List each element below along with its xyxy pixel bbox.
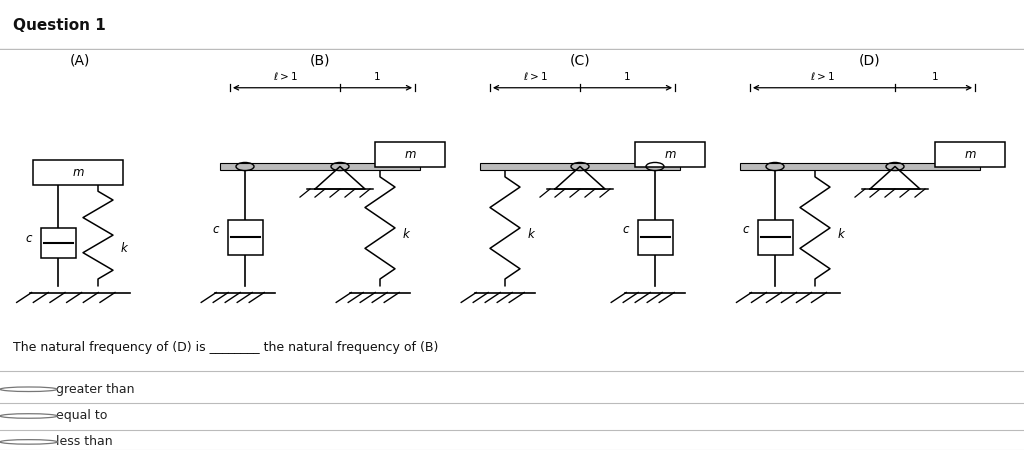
- Text: (B): (B): [309, 54, 331, 68]
- Bar: [33, 160, 123, 184]
- Text: $m$: $m$: [403, 148, 417, 161]
- Polygon shape: [555, 166, 605, 189]
- Bar: [635, 142, 705, 166]
- Text: $c$: $c$: [622, 223, 630, 236]
- Bar: [480, 163, 680, 170]
- Text: $\ell > 1$: $\ell > 1$: [522, 70, 548, 82]
- Text: $m$: $m$: [964, 148, 976, 161]
- Text: $c$: $c$: [741, 223, 750, 236]
- Text: (A): (A): [70, 54, 90, 68]
- Bar: [375, 142, 445, 166]
- Text: $m$: $m$: [72, 166, 84, 179]
- Text: The natural frequency of (D) is ________ the natural frequency of (B): The natural frequency of (D) is ________…: [13, 342, 438, 355]
- Polygon shape: [870, 166, 920, 189]
- Bar: [935, 142, 1005, 166]
- Text: $c$: $c$: [212, 223, 220, 236]
- Text: $k$: $k$: [527, 227, 537, 241]
- Text: 1: 1: [625, 72, 631, 82]
- Text: 1: 1: [932, 72, 938, 82]
- Text: equal to: equal to: [56, 410, 108, 423]
- Text: $k$: $k$: [120, 240, 129, 255]
- Text: $k$: $k$: [402, 227, 412, 241]
- Bar: [758, 220, 793, 255]
- Polygon shape: [315, 166, 365, 189]
- Text: Question 1: Question 1: [13, 18, 106, 33]
- Text: $m$: $m$: [664, 148, 676, 161]
- Bar: [220, 163, 420, 170]
- Text: greater than: greater than: [56, 383, 135, 396]
- Bar: [740, 163, 980, 170]
- Text: $\ell > 1$: $\ell > 1$: [810, 70, 835, 82]
- Text: $\ell > 1$: $\ell > 1$: [272, 70, 297, 82]
- Bar: [227, 220, 262, 255]
- Text: less than: less than: [56, 436, 113, 448]
- Bar: [638, 220, 673, 255]
- Text: $k$: $k$: [837, 227, 846, 241]
- Text: (C): (C): [569, 54, 590, 68]
- Text: 1: 1: [374, 72, 381, 82]
- Text: $c$: $c$: [25, 232, 33, 245]
- Bar: [41, 228, 76, 258]
- Text: (D): (D): [859, 54, 881, 68]
